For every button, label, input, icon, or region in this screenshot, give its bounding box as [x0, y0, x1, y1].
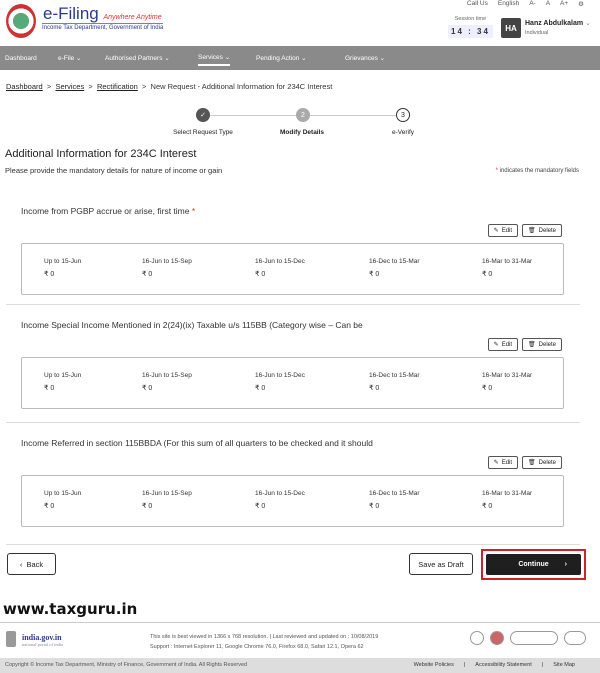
nav-services[interactable]: Services ⌄ [198, 53, 231, 66]
nav-efile[interactable]: e-File ⌄ [58, 55, 82, 62]
breadcrumb-current: New Request - Additional Information for… [150, 82, 333, 91]
quarter-cell: 16-Dec to 15-Mar ₹ 0 [369, 258, 420, 278]
language-select[interactable]: English [497, 0, 520, 7]
avatar[interactable]: HA [501, 18, 521, 38]
mandatory-note: * indicates the mandatory fields [495, 168, 579, 174]
step-1-check-icon: ✓ [196, 108, 210, 122]
trash-icon: 🗑 [528, 228, 536, 234]
edit-button[interactable]: ✎ Edit [487, 224, 519, 237]
delete-button[interactable]: 🗑 Delete [522, 456, 562, 469]
accessibility-link[interactable]: Accessibility Statement [475, 662, 532, 668]
user-name[interactable]: Hanz Abdulkalam ⌄ [525, 20, 591, 27]
badge-icon [510, 631, 558, 645]
font-increase[interactable]: A+ [560, 0, 569, 7]
copyright-bar: Copyright © Income Tax Department, Minis… [0, 658, 600, 673]
main-nav: Dashboard e-File ⌄ Authorised Partners ⌄… [0, 46, 600, 70]
india-gov-link[interactable]: india.gov.in national portal of india [22, 633, 64, 647]
top-links: Call Us English A- A A+ ⚙ [467, 0, 584, 8]
quarter-cell: 16-Dec to 15-Mar ₹ 0 [369, 490, 420, 510]
section-title: Income from PGBP accrue or arise, first … [21, 206, 196, 216]
quarter-cell: Up to 15-Jun ₹ 0 [44, 490, 82, 510]
quarter-cell: 16-Jun to 15-Dec ₹ 0 [255, 490, 305, 510]
continue-highlight: Continue › [481, 549, 586, 580]
step-2-label: Modify Details [279, 129, 325, 136]
quarter-cell: 16-Jun to 15-Sep ₹ 0 [142, 372, 192, 392]
site-map-link[interactable]: Site Map [553, 662, 575, 668]
chevron-right-icon: › [564, 561, 567, 568]
nav-dashboard[interactable]: Dashboard [5, 54, 37, 62]
step-connector [310, 115, 396, 116]
trash-icon: 🗑 [528, 460, 536, 466]
trash-icon: 🗑 [528, 342, 536, 348]
font-normal[interactable]: A [545, 0, 551, 7]
edit-button[interactable]: ✎ Edit [487, 456, 519, 469]
quarter-values-box: Up to 15-Jun ₹ 0 16-Jun to 15-Sep ₹ 0 16-Jun… [21, 475, 564, 527]
breadcrumb-rectification[interactable]: Rectification [96, 82, 138, 91]
step-3-label: e-Verify [391, 129, 415, 136]
delete-button[interactable]: 🗑 Delete [522, 338, 562, 351]
quarter-cell: 16-Jun to 15-Sep ₹ 0 [142, 490, 192, 510]
quarter-values-box: Up to 15-Jun ₹ 0 16-Jun to 15-Sep ₹ 0 16-Jun… [21, 357, 564, 409]
section-title: Income Referred in section 115BBDA (For … [21, 438, 373, 448]
chevron-left-icon: ‹ [19, 559, 23, 569]
badge-icon [470, 631, 484, 645]
quarter-cell: Up to 15-Jun ₹ 0 [44, 258, 82, 278]
section-title: Income Special Income Mentioned in 2(24)… [21, 320, 363, 330]
website-policies-link[interactable]: Website Policies [413, 662, 454, 668]
settings-icon[interactable]: ⚙ [578, 1, 584, 8]
logo-subtitle: Income Tax Department, Government of Ind… [42, 23, 164, 31]
quarter-cell: 16-Mar to 31-Mar ₹ 0 [482, 372, 533, 392]
watermark: www.taxguru.in [3, 600, 138, 618]
back-button[interactable]: ‹ Back [7, 553, 56, 575]
badge-icon [564, 631, 586, 645]
pencil-icon: ✎ [493, 342, 499, 348]
quarter-cell: Up to 15-Jun ₹ 0 [44, 372, 82, 392]
quarter-values-box: Up to 15-Jun ₹ 0 16-Jun to 15-Sep ₹ 0 16-Jun… [21, 243, 564, 295]
save-draft-button[interactable]: Save as Draft [409, 553, 473, 575]
continue-button[interactable]: Continue › [486, 554, 581, 575]
emblem-logo [6, 4, 36, 38]
quarter-cell: 16-Jun to 15-Dec ₹ 0 [255, 372, 305, 392]
step-2-indicator: 2 [296, 108, 310, 122]
quarter-cell: 16-Dec to 15-Mar ₹ 0 [369, 372, 420, 392]
font-decrease[interactable]: A- [529, 0, 536, 7]
income-section: Income Referred in section 115BBDA (For … [6, 423, 580, 545]
step-1-label: Select Request Type [173, 129, 233, 136]
nav-grievances[interactable]: Grievances ⌄ [345, 55, 386, 62]
chevron-down-icon: ⌄ [585, 20, 591, 27]
page-subtitle: Please provide the mandatory details for… [5, 166, 223, 175]
header: e-Filing Anywhere Anytime Income Tax Dep… [0, 0, 600, 45]
step-connector [210, 115, 296, 116]
badge-icon [490, 631, 504, 645]
quarter-cell: 16-Jun to 15-Dec ₹ 0 [255, 258, 305, 278]
emblem-icon [6, 631, 16, 647]
quarter-cell: 16-Mar to 31-Mar ₹ 0 [482, 490, 533, 510]
step-3-indicator: 3 [396, 108, 410, 122]
quarter-cell: 16-Jun to 15-Sep ₹ 0 [142, 258, 192, 278]
efiling-logo[interactable]: e-Filing Anywhere Anytime [43, 4, 162, 23]
certification-badges [470, 631, 586, 645]
breadcrumb-dashboard[interactable]: Dashboard [6, 82, 43, 91]
nav-authorised-partners[interactable]: Authorised Partners ⌄ [105, 55, 170, 62]
delete-button[interactable]: 🗑 Delete [522, 224, 562, 237]
income-section: Income Special Income Mentioned in 2(24)… [6, 305, 580, 423]
nav-pending-action[interactable]: Pending Action ⌄ [256, 55, 307, 62]
call-us-link[interactable]: Call Us [466, 0, 488, 7]
edit-button[interactable]: ✎ Edit [487, 338, 519, 351]
session-timer: Session time 14 : 34 [448, 16, 493, 38]
quarter-cell: 16-Mar to 31-Mar ₹ 0 [482, 258, 533, 278]
copyright-text: Copyright © Income Tax Department, Minis… [5, 662, 248, 668]
breadcrumb-services[interactable]: Services [55, 82, 85, 91]
breadcrumb: Dashboard > Services > Rectification > N… [6, 82, 333, 91]
pencil-icon: ✎ [493, 228, 499, 234]
user-role: Individual [525, 30, 549, 36]
page-title: Additional Information for 234C Interest [5, 148, 197, 160]
footer-info: This site is best viewed in 1366 x 768 r… [150, 634, 379, 650]
footer: india.gov.in national portal of india Thi… [0, 622, 600, 658]
pencil-icon: ✎ [493, 460, 499, 466]
income-section: Income from PGBP accrue or arise, first … [6, 190, 580, 305]
